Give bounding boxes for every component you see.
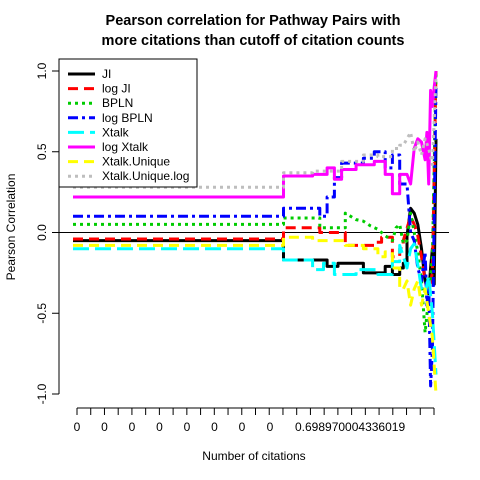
series-lines (73, 70, 438, 395)
y-tick-label: -1.0 (35, 383, 49, 404)
x-tick-label: 0 (101, 420, 108, 434)
legend-label: Xtalk (102, 125, 130, 139)
legend-label: log BPLN (102, 111, 153, 125)
y-tick-label: 1.0 (35, 62, 49, 79)
legend-label: log JI (102, 82, 131, 96)
legend-label: JI (102, 67, 111, 81)
legend-label: log Xtalk (102, 140, 149, 154)
legend-label: Xtalk.Unique (102, 155, 170, 169)
series-line-xtalk (73, 242, 438, 375)
chart-title-line-2: more citations than cutoff of citation c… (102, 33, 405, 49)
chart-title-line-1: Pearson correlation for Pathway Pairs wi… (106, 13, 401, 29)
series-line-log-xtalk (73, 70, 438, 199)
legend-label: BPLN (102, 96, 133, 110)
series-line-xtalk-unique (73, 235, 438, 395)
y-axis-label: Pearson Correlation (4, 174, 18, 281)
x-tick-label: 0 (74, 420, 81, 434)
x-tick-label: 0 (184, 420, 191, 434)
series-line-log-bpln (73, 83, 438, 388)
x-tick-label: 0 (267, 420, 274, 434)
y-tick-label: 0.5 (35, 143, 49, 160)
x-tick-label: 0 (129, 420, 136, 434)
x-axis: 0 0 0 0 0 0 0 0 0.698970004336019 (74, 407, 435, 434)
x-tick-label: 0 (156, 420, 163, 434)
x-axis-label: Number of citations (202, 449, 305, 463)
y-axis: 1.0 0.5 0.0 -0.5 -1.0 (35, 62, 60, 404)
x-tick-label: 0 (211, 420, 218, 434)
legend-label: Xtalk.Unique.log (102, 169, 189, 183)
y-tick-label: 0.0 (35, 224, 49, 241)
legend-box (58, 58, 198, 188)
x-tick-label: 0 (239, 420, 246, 434)
y-tick-label: -0.5 (35, 303, 49, 324)
x-tick-label: 0.698970004336019 (295, 420, 405, 434)
